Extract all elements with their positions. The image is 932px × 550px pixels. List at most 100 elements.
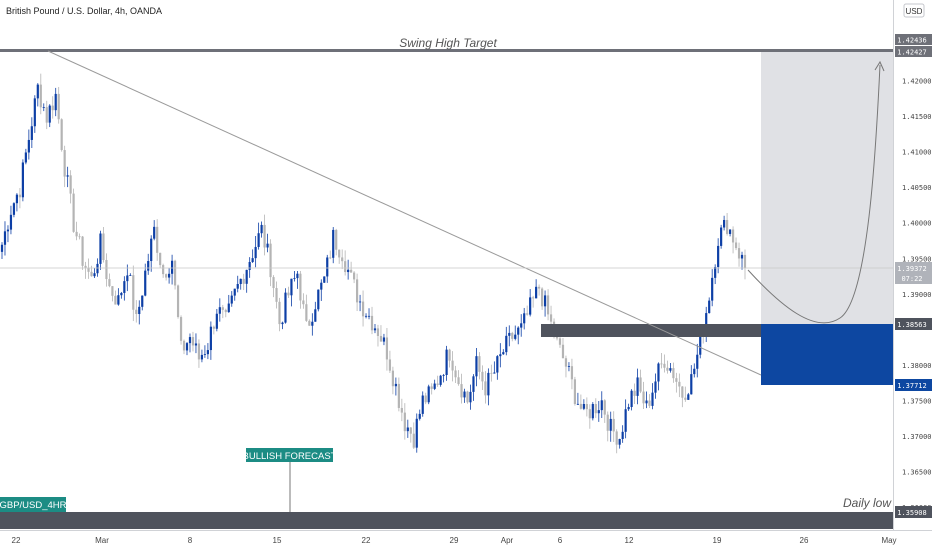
candle-body (278, 301, 281, 325)
candle-body (162, 265, 165, 275)
candle-body (523, 313, 526, 324)
candle-body (570, 366, 574, 380)
candle-body (723, 219, 726, 228)
candle-body (185, 343, 189, 351)
candle-body (132, 275, 135, 310)
candle-body (591, 404, 594, 419)
candle-body (454, 370, 457, 378)
candle-body (475, 356, 478, 377)
candle-body (433, 383, 436, 389)
candle-body (239, 278, 242, 285)
y-tick-label: 1.37500 (902, 397, 932, 405)
candle-body (147, 261, 150, 271)
candle-body (138, 306, 141, 315)
candle-body (293, 278, 296, 279)
swing-high-price-tag (895, 34, 932, 45)
candle-body (248, 262, 251, 270)
candle-body (415, 418, 418, 448)
candle-body (367, 315, 371, 317)
candle-body (99, 233, 102, 264)
candle-body (30, 126, 33, 140)
candle-body (743, 254, 747, 269)
swing-high-price-lower: 1.42427 (897, 49, 927, 57)
candle-body (675, 378, 678, 382)
candle-body (603, 400, 606, 415)
candle-body (39, 84, 42, 108)
candle-body (284, 292, 287, 323)
y-tick-label: 1.41000 (902, 149, 932, 157)
candle-body (6, 229, 10, 232)
candle-body (615, 431, 618, 445)
candle-body (663, 363, 666, 368)
candle-body (84, 265, 87, 268)
candle-body (585, 403, 588, 410)
candle-body (678, 381, 681, 387)
candle-body (87, 267, 90, 272)
candle-body (517, 327, 520, 335)
candle-body (725, 219, 729, 234)
candle-body (215, 313, 218, 329)
x-tick-label: 6 (558, 536, 563, 545)
candle-body (561, 344, 565, 359)
candle-body (406, 427, 409, 432)
candle-body (734, 242, 738, 249)
candle-body (424, 395, 427, 403)
candle-body (90, 271, 93, 277)
candle-body (436, 383, 439, 385)
candle-body (123, 281, 126, 293)
candle-body (260, 224, 263, 234)
candle-body (400, 407, 403, 413)
candle-body (385, 337, 389, 360)
candle-body (672, 368, 675, 379)
candle-body (72, 193, 75, 232)
candle-body (514, 334, 517, 339)
candle-body (266, 243, 269, 248)
x-tick-label: 8 (188, 536, 193, 545)
candle-body (621, 431, 624, 440)
candle-body (720, 227, 723, 246)
current-price-value: 1.39372 (897, 265, 927, 273)
candle-body (403, 412, 406, 432)
x-tick-label: 26 (800, 536, 809, 545)
candle-body (254, 246, 257, 259)
candle-body (535, 286, 538, 299)
candle-body (200, 354, 204, 360)
y-tick-label: 1.41500 (902, 113, 932, 121)
candle-body (690, 374, 693, 395)
candle-body (708, 300, 711, 314)
candle-body (63, 150, 66, 177)
candle-body (45, 107, 48, 123)
candle-body (311, 321, 314, 326)
forecast-curve (747, 64, 881, 324)
candle-body (9, 214, 13, 230)
candle-body (135, 309, 138, 315)
candle-body (364, 315, 368, 317)
currency-selector[interactable] (903, 3, 925, 18)
candle-body (27, 139, 30, 153)
candle-body (66, 175, 69, 177)
candle-body (463, 391, 466, 398)
candle-body (439, 375, 442, 385)
candle-body (203, 354, 207, 355)
candle-body (287, 292, 290, 296)
candle-body (314, 309, 317, 322)
demand-zone (761, 324, 893, 385)
candle-body (451, 360, 454, 371)
candle-body (236, 284, 239, 289)
candle-body (478, 356, 481, 372)
candle-body (499, 354, 502, 357)
candle-body (335, 229, 338, 250)
candle-body (588, 409, 591, 419)
bullish-forecast-text: BULLISH FORECAST (243, 451, 337, 462)
candle-body (355, 279, 359, 303)
candle-body (654, 381, 657, 393)
candle-body (150, 238, 153, 262)
candle-body (60, 119, 63, 151)
current-price-tag (895, 262, 932, 284)
candle-body (597, 410, 600, 414)
countdown-value: 07:22 (901, 275, 922, 283)
x-tick-label: 19 (713, 536, 722, 545)
candle-body (737, 248, 741, 259)
candle-body (338, 249, 341, 258)
